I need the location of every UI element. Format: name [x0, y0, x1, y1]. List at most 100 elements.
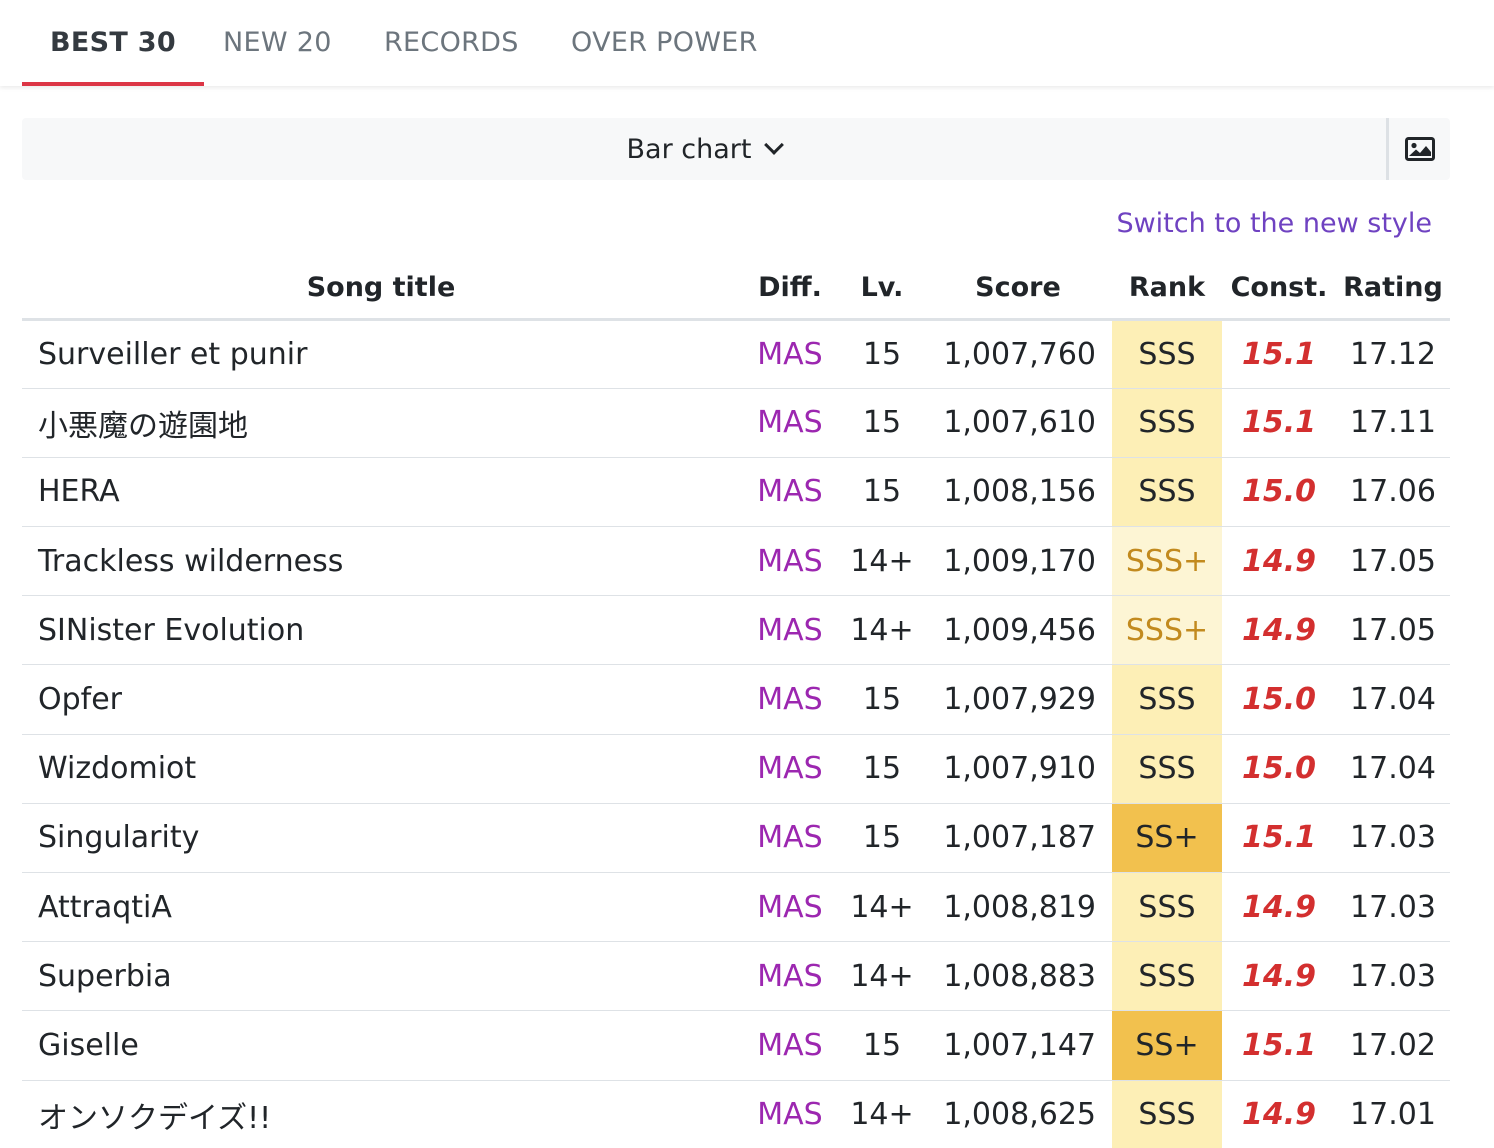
difficulty: MAS — [740, 319, 840, 389]
rank-badge: SSS — [1112, 734, 1222, 804]
chart-constant: 14.9 — [1222, 1080, 1336, 1148]
score: 1,007,910 — [924, 734, 1112, 804]
rating-value: 17.04 — [1336, 734, 1450, 804]
header-song-title[interactable]: Song title — [22, 258, 740, 321]
tab-records[interactable]: RECORDS — [384, 27, 519, 58]
rank-badge: SSS — [1112, 457, 1222, 528]
chart-constant: 14.9 — [1222, 941, 1336, 1012]
difficulty: MAS — [740, 457, 840, 528]
chart-constant: 15.1 — [1222, 388, 1336, 458]
chart-constant: 15.1 — [1222, 319, 1336, 389]
chart-constant: 15.0 — [1222, 734, 1336, 804]
chart-type-dropdown[interactable]: Bar chart — [22, 118, 1386, 180]
switch-style-link[interactable]: Switch to the new style — [1116, 208, 1432, 239]
rating-value: 17.11 — [1336, 388, 1450, 458]
rating-value: 17.01 — [1336, 1080, 1450, 1148]
header-score[interactable]: Score — [924, 258, 1112, 321]
rank-badge: SSS+ — [1112, 595, 1222, 666]
rank-badge: SSS — [1112, 664, 1222, 735]
song-title[interactable]: Wizdomiot — [22, 734, 740, 804]
song-title[interactable]: Giselle — [22, 1010, 740, 1081]
rank-badge: SS+ — [1112, 1010, 1222, 1081]
score: 1,008,819 — [924, 872, 1112, 943]
table-header-row: Song title Diff. Lv. Score Rank Const. R… — [22, 258, 1450, 321]
rank-badge: SSS — [1112, 388, 1222, 458]
difficulty: MAS — [740, 664, 840, 735]
song-title[interactable]: Singularity — [22, 803, 740, 874]
song-title[interactable]: HERA — [22, 457, 740, 528]
rank-badge: SSS — [1112, 872, 1222, 943]
song-title[interactable]: AttraqtiA — [22, 872, 740, 943]
song-title[interactable]: SINister Evolution — [22, 595, 740, 666]
rating-value: 17.03 — [1336, 803, 1450, 874]
song-title[interactable]: 小悪魔の遊園地 — [22, 388, 740, 458]
rank-badge: SSS+ — [1112, 526, 1222, 597]
difficulty: MAS — [740, 1080, 840, 1148]
rank-badge: SS+ — [1112, 803, 1222, 874]
tab-new-20[interactable]: NEW 20 — [223, 27, 332, 58]
chart-constant: 15.1 — [1222, 1010, 1336, 1081]
song-title[interactable]: Surveiller et punir — [22, 319, 740, 389]
score: 1,009,456 — [924, 595, 1112, 666]
table-row[interactable]: Singularity MAS 15 1,007,187 SS+ 15.1 17.03 — [22, 803, 1450, 874]
difficulty: MAS — [740, 388, 840, 458]
level: 14+ — [840, 941, 924, 1012]
chart-type-label: Bar chart — [626, 133, 752, 165]
difficulty: MAS — [740, 595, 840, 666]
table-row[interactable]: AttraqtiA MAS 14+ 1,008,819 SSS 14.9 17.03 — [22, 872, 1450, 943]
rating-table: Song title Diff. Lv. Score Rank Const. R… — [22, 258, 1450, 1148]
chart-constant: 14.9 — [1222, 595, 1336, 666]
level: 15 — [840, 457, 924, 528]
rating-value: 17.12 — [1336, 319, 1450, 389]
table-row[interactable]: Superbia MAS 14+ 1,008,883 SSS 14.9 17.03 — [22, 941, 1450, 1012]
table-row[interactable]: Trackless wilderness MAS 14+ 1,009,170 SSS+ 1… — [22, 526, 1450, 597]
header-const[interactable]: Const. — [1222, 258, 1336, 321]
song-title[interactable]: Superbia — [22, 941, 740, 1012]
rating-value: 17.03 — [1336, 872, 1450, 943]
table-row[interactable]: Opfer MAS 15 1,007,929 SSS 15.0 17.04 — [22, 664, 1450, 735]
tab-over-power[interactable]: OVER POWER — [571, 27, 758, 58]
score: 1,007,929 — [924, 664, 1112, 735]
score: 1,008,883 — [924, 941, 1112, 1012]
table-row[interactable]: Surveiller et punir MAS 15 1,007,760 SSS 15.1… — [22, 319, 1450, 389]
score: 1,007,187 — [924, 803, 1112, 874]
table-row[interactable]: 小悪魔の遊園地 MAS 15 1,007,610 SSS 15.1 17.11 — [22, 388, 1450, 458]
table-row[interactable]: Giselle MAS 15 1,007,147 SS+ 15.1 17.02 — [22, 1010, 1450, 1081]
song-title[interactable]: Opfer — [22, 664, 740, 735]
score: 1,009,170 — [924, 526, 1112, 597]
rating-value: 17.03 — [1336, 941, 1450, 1012]
level: 14+ — [840, 526, 924, 597]
header-rank[interactable]: Rank — [1112, 258, 1222, 321]
table-row[interactable]: Wizdomiot MAS 15 1,007,910 SSS 15.0 17.04 — [22, 734, 1450, 804]
header-diff[interactable]: Diff. — [740, 258, 840, 321]
difficulty: MAS — [740, 734, 840, 804]
difficulty: MAS — [740, 872, 840, 943]
rank-badge: SSS — [1112, 1080, 1222, 1148]
table-row[interactable]: オンソクデイズ!! MAS 14+ 1,008,625 SSS 14.9 17.01 — [22, 1080, 1450, 1148]
toolbar-divider — [1386, 118, 1389, 180]
table-row[interactable]: SINister Evolution MAS 14+ 1,009,456 SSS+ 14.… — [22, 595, 1450, 666]
level: 15 — [840, 734, 924, 804]
score: 1,007,610 — [924, 388, 1112, 458]
level: 14+ — [840, 872, 924, 943]
chart-constant: 14.9 — [1222, 526, 1336, 597]
table-row[interactable]: HERA MAS 15 1,008,156 SSS 15.0 17.06 — [22, 457, 1450, 528]
rating-value: 17.02 — [1336, 1010, 1450, 1081]
chart-constant: 15.0 — [1222, 664, 1336, 735]
tab-bar: BEST 30 NEW 20 RECORDS OVER POWER — [0, 0, 1494, 86]
song-title[interactable]: Trackless wilderness — [22, 526, 740, 597]
chevron-down-icon — [764, 135, 785, 155]
image-icon — [1404, 137, 1435, 161]
rating-value: 17.04 — [1336, 664, 1450, 735]
header-rating[interactable]: Rating — [1336, 258, 1450, 321]
level: 15 — [840, 388, 924, 458]
chart-constant: 15.1 — [1222, 803, 1336, 874]
level: 15 — [840, 319, 924, 389]
header-lv[interactable]: Lv. — [840, 258, 924, 321]
song-title[interactable]: オンソクデイズ!! — [22, 1080, 740, 1148]
rank-badge: SSS — [1112, 941, 1222, 1012]
save-image-button[interactable] — [1389, 118, 1450, 180]
chart-constant: 15.0 — [1222, 457, 1336, 528]
tab-best-30[interactable]: BEST 30 — [22, 0, 204, 86]
level: 14+ — [840, 1080, 924, 1148]
